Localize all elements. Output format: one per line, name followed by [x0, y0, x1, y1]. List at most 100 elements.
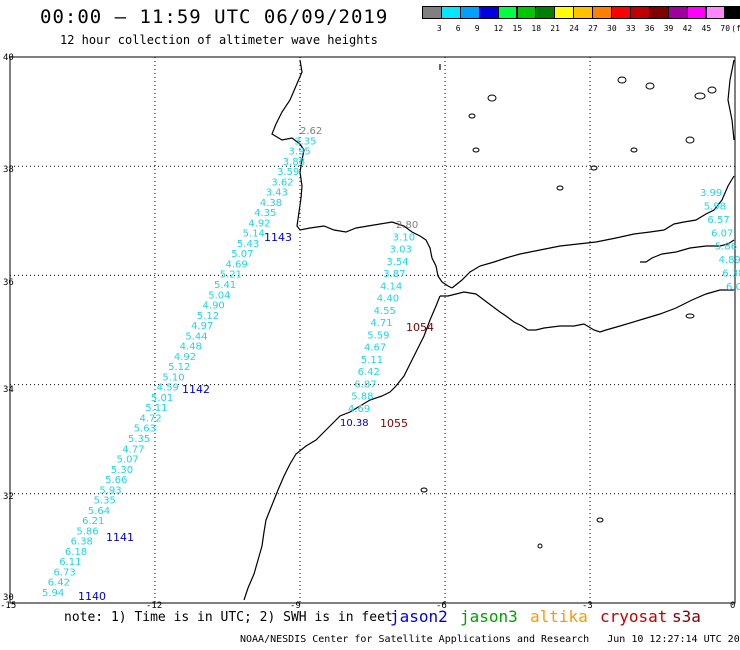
coastline-0	[271, 59, 453, 289]
track3-value: 4.89	[719, 255, 740, 266]
track1-value: 5.94	[42, 588, 64, 599]
lat-label-40: 40	[3, 53, 14, 63]
track3-value: 6.0	[726, 282, 740, 293]
island-11	[596, 517, 604, 523]
track3-value: 6.57	[707, 215, 729, 226]
track1-value: 5.01	[151, 393, 173, 404]
track-time-label: 10.38	[340, 418, 369, 429]
track1-value: 2.62	[300, 126, 322, 137]
coastline-2	[451, 175, 735, 289]
track1-value: 5.41	[214, 280, 236, 291]
track1-value: 5.04	[208, 290, 230, 301]
page-subtitle: 12 hour collection of altimeter wave hei…	[60, 33, 378, 47]
track3-value: 6.38	[722, 269, 740, 280]
legend-altika: altika	[530, 607, 588, 626]
track1-value: 5.07	[231, 249, 253, 260]
island-4	[487, 94, 497, 102]
track1-value: 5.07	[117, 455, 139, 466]
track2-value: 4.14	[380, 281, 402, 292]
track1-value: 5.44	[185, 331, 207, 342]
track1-value: 5.12	[168, 362, 190, 373]
coastline-4	[727, 59, 735, 141]
track1-value: 4.77	[122, 444, 144, 455]
track2-value: 5.11	[361, 355, 383, 366]
footer-timestamp: Jun 10 12:27:14 UTC 2019	[607, 634, 740, 645]
track1-value: 4.97	[191, 321, 213, 332]
track3-value: 5.98	[704, 201, 726, 212]
track1-value: 4.72	[139, 413, 161, 424]
track2-value: 3.10	[393, 232, 415, 243]
legend-jason2: jason2	[390, 607, 448, 626]
legend-label-13: 42	[682, 24, 693, 33]
track3-value: 3.99	[700, 188, 722, 199]
track1-value: 5.86	[76, 526, 98, 537]
island-10	[420, 487, 428, 493]
lon-label-minus15: -15	[0, 601, 17, 611]
lon-label-minus12: -12	[146, 601, 163, 611]
coastline-5	[440, 289, 734, 333]
track-time-label: 1142	[182, 383, 210, 396]
lat-label-36: 36	[3, 278, 14, 288]
island-9	[685, 313, 695, 319]
legend-label-14: 45	[701, 24, 712, 33]
track1-value: 5.30	[111, 465, 133, 476]
track2-value: 4.71	[370, 318, 392, 329]
island-1	[645, 82, 655, 90]
track1-value: 3.59	[277, 167, 299, 178]
track1-value: 3.62	[271, 177, 293, 188]
track1-value: 5.43	[237, 239, 259, 250]
track1-value: 5.35	[94, 496, 116, 507]
island-14	[472, 147, 480, 153]
lon-label-minus9: -9	[290, 601, 301, 611]
legend-cryosat: cryosat	[600, 607, 668, 626]
island-7	[556, 185, 564, 191]
note-text: note: 1) Time is in UTC; 2) SWH is in fe…	[64, 610, 393, 625]
legend-label-5: 18	[531, 24, 542, 33]
lat-label-32: 32	[3, 492, 14, 502]
track1-value: 5.14	[243, 229, 265, 240]
track2-value: 3.03	[390, 245, 412, 256]
legend-label-15: 70	[720, 24, 731, 33]
legend-label-6: 21	[550, 24, 560, 33]
track1-value: 5.66	[105, 475, 127, 486]
track1-value: 4.90	[203, 301, 225, 312]
track1-value: 4.48	[180, 342, 202, 353]
footer-credit: NOAA/NESDIS Center for Satellite Applica…	[240, 634, 740, 645]
page-title: 00:00 – 11:59 UTC 06/09/2019	[40, 6, 389, 28]
legend-label-7: 24	[569, 24, 579, 33]
track1-value: 5.10	[162, 372, 184, 383]
track2-value: 4.55	[374, 306, 396, 317]
legend-label-11: 36	[644, 24, 655, 33]
track3-value: 5.86	[715, 242, 737, 253]
track1-value: 6.21	[82, 516, 104, 527]
lat-label-30: 30	[3, 593, 14, 603]
island-6	[630, 147, 638, 153]
track1-value: 5.64	[88, 506, 110, 517]
track1-value: 6.38	[71, 537, 93, 548]
legend-jason3: jason3	[460, 607, 518, 626]
track1-value: 4.59	[157, 383, 179, 394]
track1-value: 5.11	[145, 403, 167, 414]
track2-value: 4.67	[364, 343, 386, 354]
track1-value: 5.35	[128, 434, 150, 445]
track2-value: 4.40	[377, 294, 399, 305]
legend-s3a: s3a	[672, 607, 701, 626]
track1-value: 4.69	[225, 259, 247, 270]
track-time-label: 1054	[406, 321, 434, 334]
track-time-label: 1141	[106, 531, 134, 544]
track1-value: 3.43	[266, 188, 288, 199]
legend-label-0: 3	[436, 24, 442, 33]
island-8	[590, 165, 598, 171]
island-5	[468, 113, 476, 119]
legend-label-10: 33	[625, 24, 636, 33]
legend-label-2: 9	[474, 24, 480, 33]
track1-value: 4.92	[248, 218, 270, 229]
island-0	[617, 76, 627, 84]
island-2	[694, 92, 706, 100]
island-3	[707, 86, 717, 94]
track1-value: 5.63	[134, 424, 156, 435]
track1-value: 4.92	[174, 352, 196, 363]
legend-label-8: 27	[588, 24, 598, 33]
track2-value: 5.59	[367, 330, 389, 341]
